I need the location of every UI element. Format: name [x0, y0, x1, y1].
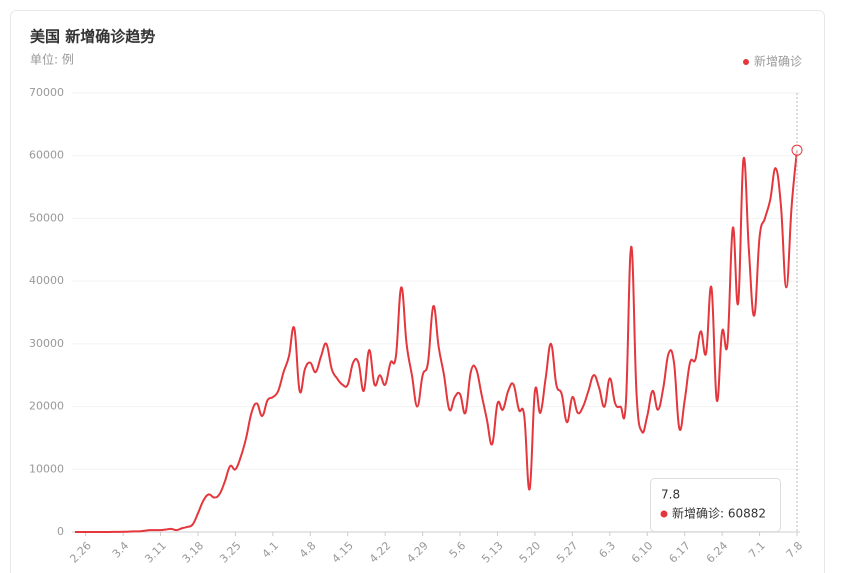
y-tick-label: 0: [57, 525, 64, 538]
hover-point: [791, 144, 803, 156]
y-tick-label: 20000: [29, 400, 64, 413]
card: [10, 10, 825, 573]
legend-label: 新增确诊: [754, 54, 802, 69]
tooltip-box: [650, 478, 781, 532]
y-tick-label: 10000: [29, 462, 64, 475]
y-tick-label: 70000: [29, 86, 64, 99]
tooltip-marker: [660, 510, 668, 518]
tooltip-label: 新增确诊: 60882: [672, 506, 766, 521]
chart-title: 美国 新增确诊趋势: [30, 28, 155, 46]
legend-marker: [743, 59, 749, 65]
y-tick-label: 30000: [29, 337, 64, 350]
y-tick-label: 60000: [29, 149, 64, 162]
tooltip: 7.8 新增确诊: 60882: [650, 478, 781, 532]
y-tick-label: 40000: [29, 274, 64, 287]
line: [75, 150, 798, 534]
chart-subtitle: 单位: 例: [30, 52, 74, 67]
tooltip-title: 7.8: [661, 488, 680, 502]
y-tick-label: 50000: [29, 211, 64, 224]
